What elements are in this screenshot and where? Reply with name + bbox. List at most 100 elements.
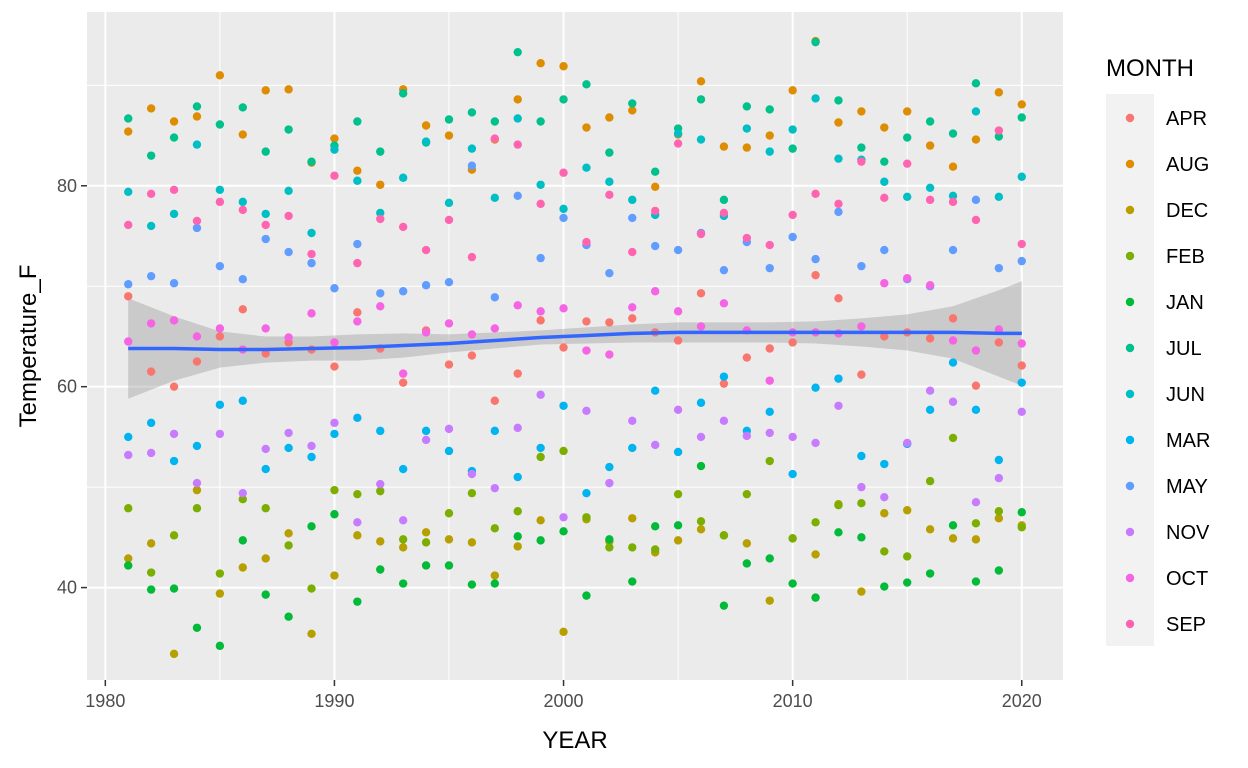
point-jul — [169, 133, 179, 142]
point-oct — [1017, 339, 1026, 348]
point-mar — [948, 358, 958, 367]
point-nov — [238, 488, 247, 498]
point-oct — [971, 346, 981, 355]
point-oct — [925, 281, 935, 290]
point-jan — [284, 612, 293, 621]
point-nov — [857, 482, 866, 492]
point-jul — [376, 147, 385, 156]
point-jun — [353, 176, 362, 185]
point-dec — [192, 485, 202, 495]
point-jul — [261, 147, 270, 156]
point-sep — [834, 199, 843, 209]
point-jan — [536, 536, 545, 545]
point-dec — [903, 506, 912, 515]
point-feb — [307, 584, 316, 593]
point-apr — [925, 334, 935, 343]
point-oct — [650, 287, 660, 296]
point-may — [421, 281, 431, 290]
point-jun — [284, 186, 293, 196]
point-jan — [765, 554, 774, 563]
point-mar — [146, 418, 156, 428]
x-tick-label: 1980 — [85, 691, 125, 711]
point-mar — [1017, 378, 1026, 387]
legend-key-dec — [1125, 205, 1135, 215]
point-nov — [903, 438, 912, 448]
point-may — [261, 234, 270, 244]
point-sep — [467, 252, 477, 262]
point-feb — [1017, 523, 1026, 532]
point-apr — [719, 379, 729, 388]
point-may — [467, 161, 477, 170]
point-sep — [925, 195, 935, 205]
point-jan — [696, 461, 706, 471]
point-mar — [994, 455, 1004, 465]
point-mar — [811, 383, 820, 392]
point-aug — [880, 123, 889, 132]
point-jan — [673, 521, 683, 530]
point-aug — [1017, 100, 1026, 109]
legend-label-mar: MAR — [1166, 430, 1210, 452]
point-aug — [834, 118, 843, 127]
point-feb — [948, 433, 958, 443]
point-jul — [192, 102, 202, 111]
point-oct — [536, 307, 545, 316]
legend-label-jul: JUL — [1166, 338, 1202, 360]
point-oct — [444, 319, 454, 328]
point-apr — [215, 332, 225, 341]
point-jun — [948, 191, 958, 201]
point-oct — [284, 333, 293, 342]
point-jan — [925, 569, 935, 578]
point-feb — [742, 489, 752, 499]
point-jun — [330, 145, 339, 154]
point-feb — [284, 541, 293, 550]
point-mar — [376, 426, 385, 436]
point-jan — [490, 579, 500, 588]
point-jul — [880, 157, 889, 166]
point-sep — [307, 249, 316, 259]
point-feb — [788, 534, 797, 543]
point-may — [284, 247, 293, 257]
point-feb — [559, 446, 568, 456]
point-mar — [765, 407, 774, 416]
point-sep — [1017, 239, 1026, 249]
point-oct — [169, 316, 179, 325]
point-jan — [971, 577, 981, 586]
point-oct — [192, 332, 202, 341]
point-oct — [628, 303, 637, 312]
point-may — [765, 263, 774, 273]
point-jul — [765, 105, 774, 114]
point-apr — [742, 353, 752, 362]
point-nov — [124, 450, 133, 460]
point-oct — [261, 324, 270, 333]
point-may — [146, 271, 156, 281]
point-jul — [811, 37, 820, 47]
point-feb — [215, 569, 225, 578]
point-jan — [650, 522, 660, 531]
point-jan — [559, 527, 568, 536]
point-aug — [857, 107, 866, 116]
point-jan — [398, 579, 408, 588]
point-aug — [788, 86, 797, 95]
point-jul — [650, 167, 660, 176]
point-nov — [1017, 407, 1026, 416]
point-feb — [169, 531, 179, 540]
point-jan — [948, 521, 958, 530]
point-apr — [146, 367, 156, 376]
point-dec — [765, 596, 774, 605]
point-dec — [146, 539, 156, 548]
point-nov — [261, 444, 270, 454]
point-jan — [834, 528, 843, 537]
point-oct — [857, 322, 866, 331]
point-aug — [238, 130, 247, 139]
point-may — [124, 280, 133, 289]
legend-key-mar — [1125, 435, 1135, 445]
point-oct — [994, 325, 1004, 334]
point-feb — [673, 489, 683, 499]
point-dec — [490, 571, 500, 580]
point-jan — [788, 579, 797, 588]
point-may — [490, 293, 500, 302]
legend-key-oct — [1125, 573, 1135, 583]
point-may — [948, 245, 958, 255]
point-jul — [398, 89, 408, 98]
point-jun — [811, 94, 820, 103]
